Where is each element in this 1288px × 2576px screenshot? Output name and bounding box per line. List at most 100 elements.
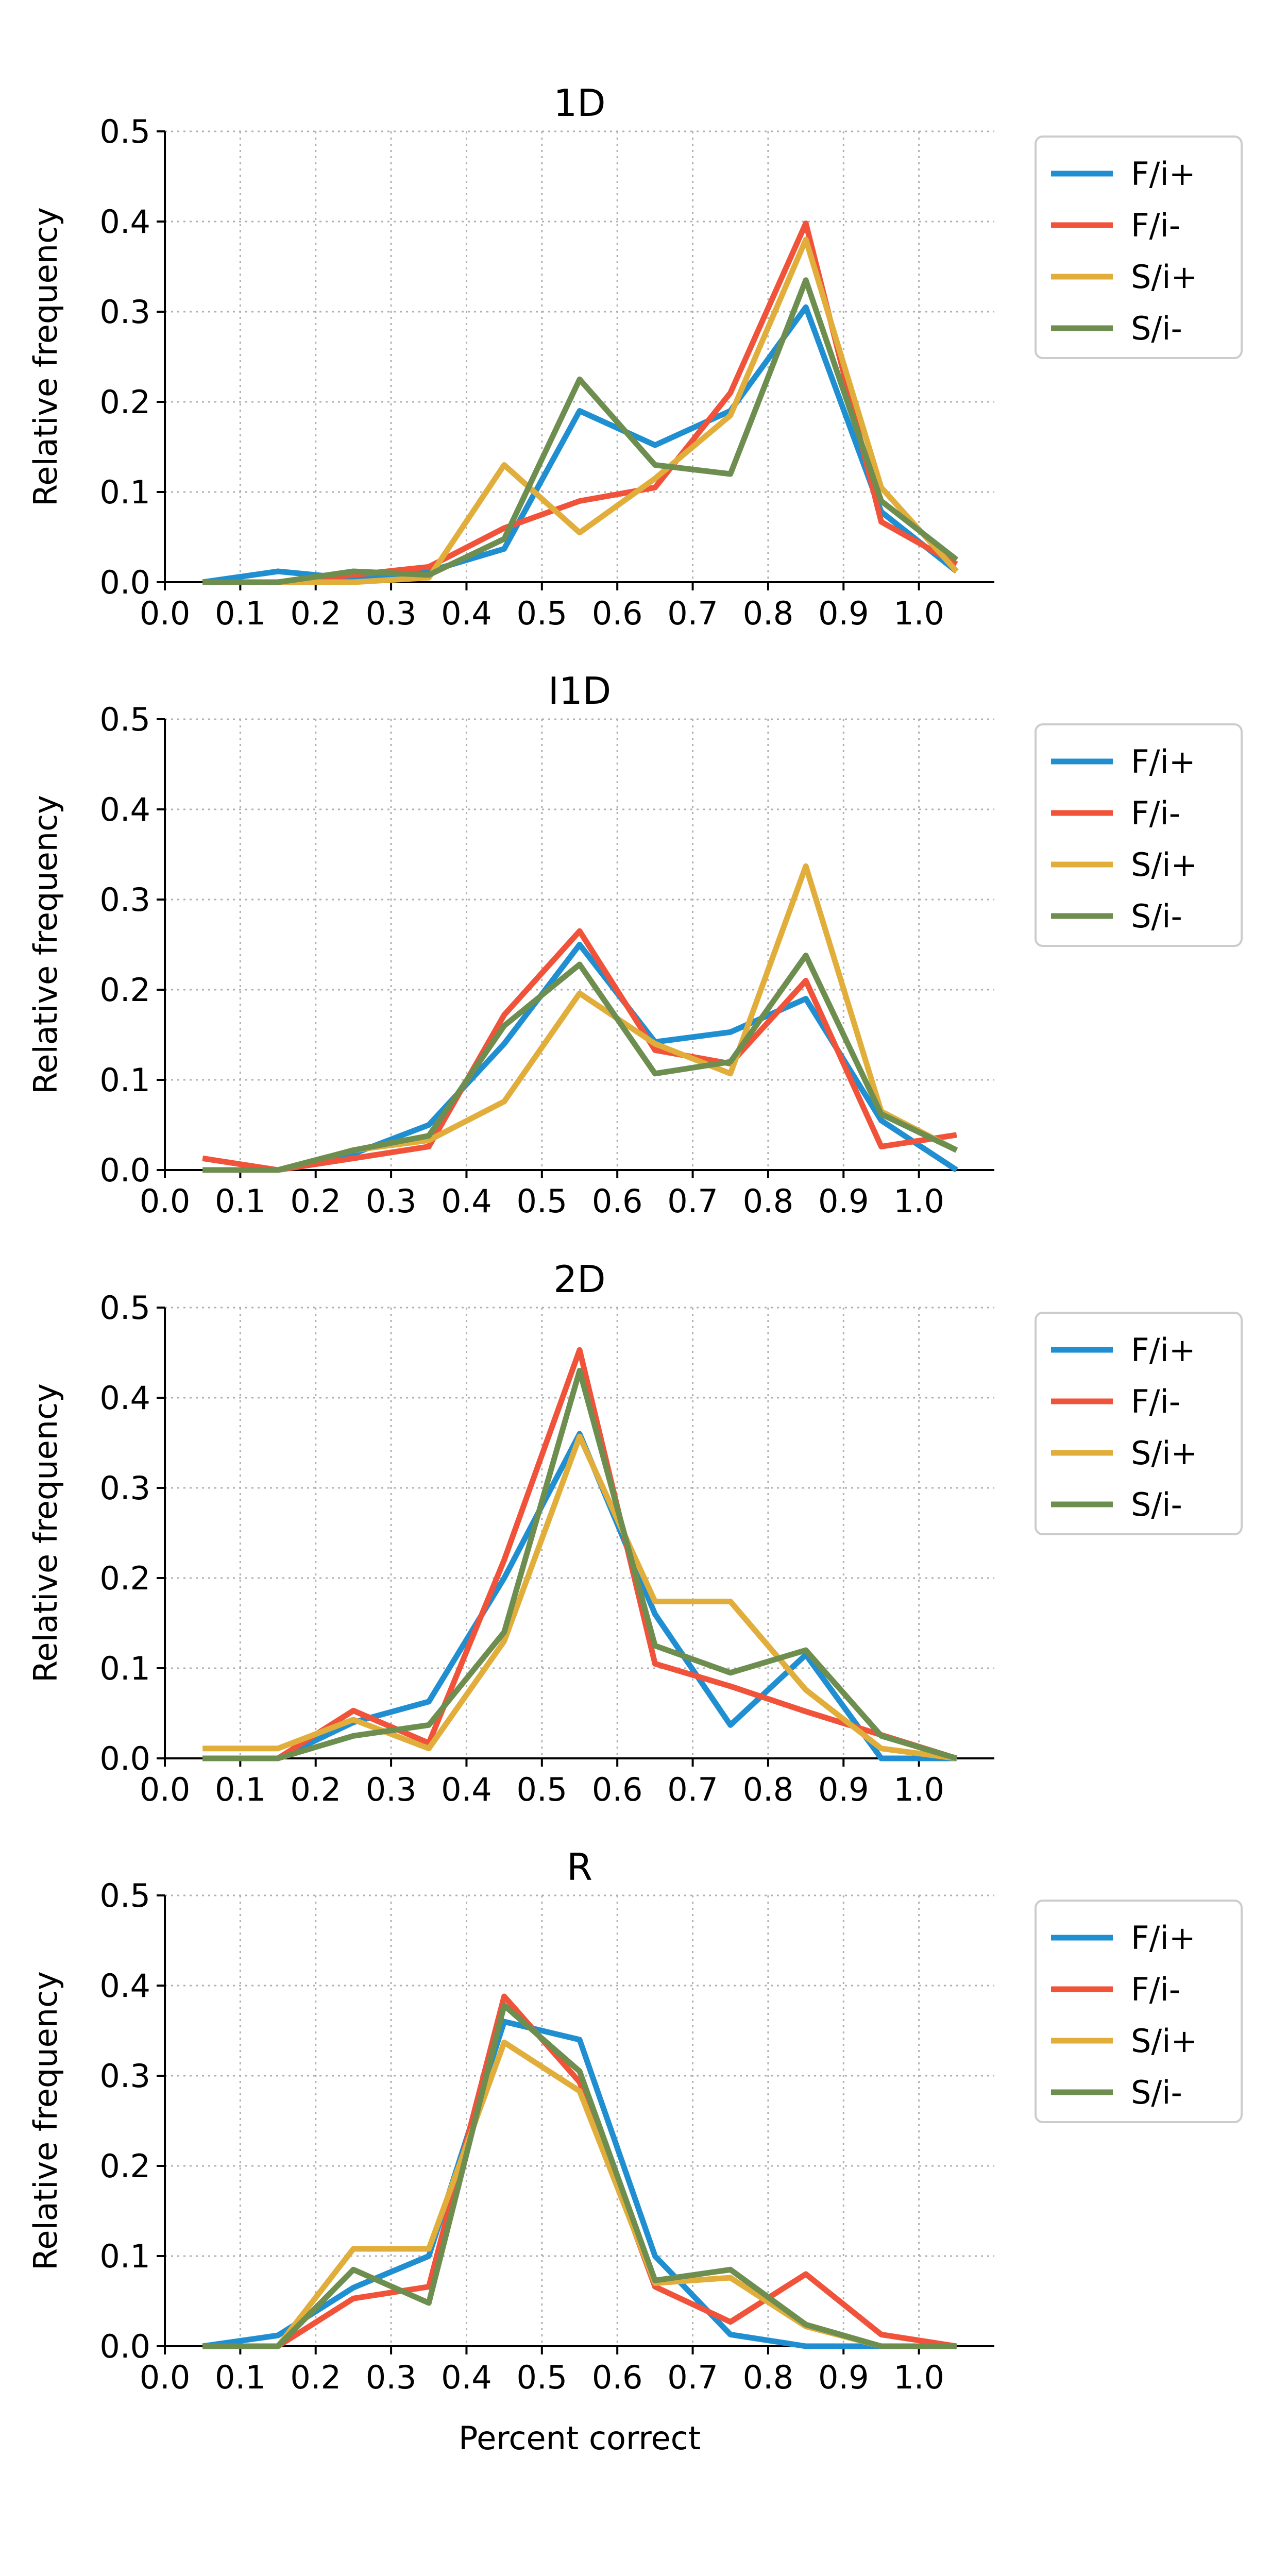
data-point [805, 980, 807, 982]
data-point [428, 574, 430, 576]
series-line [202, 2019, 957, 2349]
data-point [579, 2090, 581, 2092]
data-point [579, 963, 581, 965]
data-point [654, 2286, 656, 2288]
data-point [880, 500, 882, 502]
x-tick-label: 0.4 [441, 595, 492, 632]
data-point [956, 558, 958, 561]
data-point [352, 1719, 354, 1721]
data-point [880, 521, 882, 523]
data-point [730, 1031, 732, 1033]
data-point [730, 1672, 732, 1674]
data-point [654, 1663, 656, 1665]
data-point [805, 2273, 807, 2275]
data-point [805, 1649, 807, 1651]
data-point [503, 1014, 505, 1016]
data-point [805, 955, 807, 957]
x-tick-label: 0.3 [366, 595, 417, 632]
data-point [579, 2070, 581, 2072]
data-point [503, 1559, 505, 1561]
data-point [201, 1169, 204, 1171]
data-point [428, 1146, 430, 1148]
data-point [730, 2277, 732, 2279]
series-line [202, 1368, 958, 1761]
legend-box [1035, 1312, 1243, 1535]
data-point [428, 1139, 430, 1141]
x-tick-label: 0.5 [517, 1182, 568, 1220]
legend-entry-label: S/i- [1131, 310, 1182, 347]
data-point [805, 2345, 807, 2347]
y-tick-label: 0.2 [99, 2147, 150, 2185]
data-point [428, 2248, 430, 2250]
x-tick-label: 0.8 [743, 2359, 794, 2396]
x-tick-label: 0.0 [140, 1771, 191, 1808]
legend-entry-label: S/i- [1131, 2074, 1182, 2111]
data-point [277, 1748, 279, 1750]
x-tick-label: 0.1 [215, 1182, 266, 1220]
x-tick-label: 0.1 [215, 2359, 266, 2396]
data-point [503, 2021, 505, 2023]
x-tick-label: 0.9 [818, 1182, 869, 1220]
y-tick-label: 0.3 [99, 293, 150, 331]
data-point [956, 2345, 958, 2347]
legend-entry-label: F/i+ [1131, 1331, 1196, 1369]
legend-entry-label: F/i+ [1131, 1919, 1196, 1957]
data-point [503, 1043, 505, 1045]
x-tick-label: 0.0 [140, 2359, 191, 2396]
y-tick-label: 0.2 [99, 383, 150, 421]
x-tick-label: 0.8 [743, 1771, 794, 1808]
y-tick-label: 0.5 [99, 701, 150, 738]
legend-entry-label: S/i+ [1131, 1434, 1197, 1472]
data-point [654, 1073, 656, 1075]
x-tick-label: 0.6 [592, 1771, 643, 1808]
y-tick-label: 0.0 [99, 2328, 150, 2365]
x-tick-label: 0.9 [818, 2359, 869, 2396]
data-point [352, 1149, 354, 1151]
data-point [805, 223, 807, 225]
data-point [654, 1613, 656, 1615]
y-axis-label: Relative frequency [27, 207, 64, 506]
y-axis-label: Relative frequency [27, 1971, 64, 2270]
data-point [654, 1601, 656, 1603]
y-tick-label: 0.1 [99, 2238, 150, 2275]
data-point [880, 1757, 882, 1759]
y-tick-label: 0.1 [99, 473, 150, 511]
data-point [428, 2302, 430, 2304]
legend-box [1035, 1900, 1243, 2123]
data-point [730, 1601, 732, 1603]
data-point [503, 527, 505, 529]
series-line [202, 1993, 957, 2349]
x-tick-label: 0.3 [366, 1182, 417, 1220]
data-point [730, 2321, 732, 2323]
y-tick-label: 0.2 [99, 1560, 150, 1597]
y-tick-label: 0.1 [99, 1650, 150, 1687]
data-point [428, 2255, 430, 2257]
data-point [730, 414, 732, 416]
data-point [503, 1995, 505, 1997]
data-point [201, 1748, 204, 1750]
series-line [202, 236, 959, 585]
data-point [579, 410, 581, 412]
data-point [956, 570, 958, 572]
data-point [880, 1113, 882, 1115]
data-point [654, 478, 656, 480]
data-point [654, 486, 656, 488]
y-tick-label: 0.3 [99, 1469, 150, 1507]
x-tick-label: 0.1 [215, 595, 266, 632]
x-tick-label: 0.6 [592, 2359, 643, 2396]
data-point [428, 1748, 430, 1750]
data-point [352, 2248, 354, 2250]
x-tick-label: 1.0 [893, 1182, 944, 1220]
chart-title: R [567, 1845, 592, 1889]
y-tick-label: 0.3 [99, 2057, 150, 2095]
x-tick-label: 0.2 [290, 1182, 341, 1220]
data-point [503, 1100, 505, 1103]
y-tick-label: 0.4 [99, 203, 150, 241]
x-tick-label: 1.0 [893, 1771, 944, 1808]
data-point [579, 1370, 581, 1372]
data-point [956, 1757, 958, 1759]
x-tick-label: 0.2 [290, 2359, 341, 2396]
data-point [880, 486, 882, 488]
data-point [805, 865, 807, 867]
